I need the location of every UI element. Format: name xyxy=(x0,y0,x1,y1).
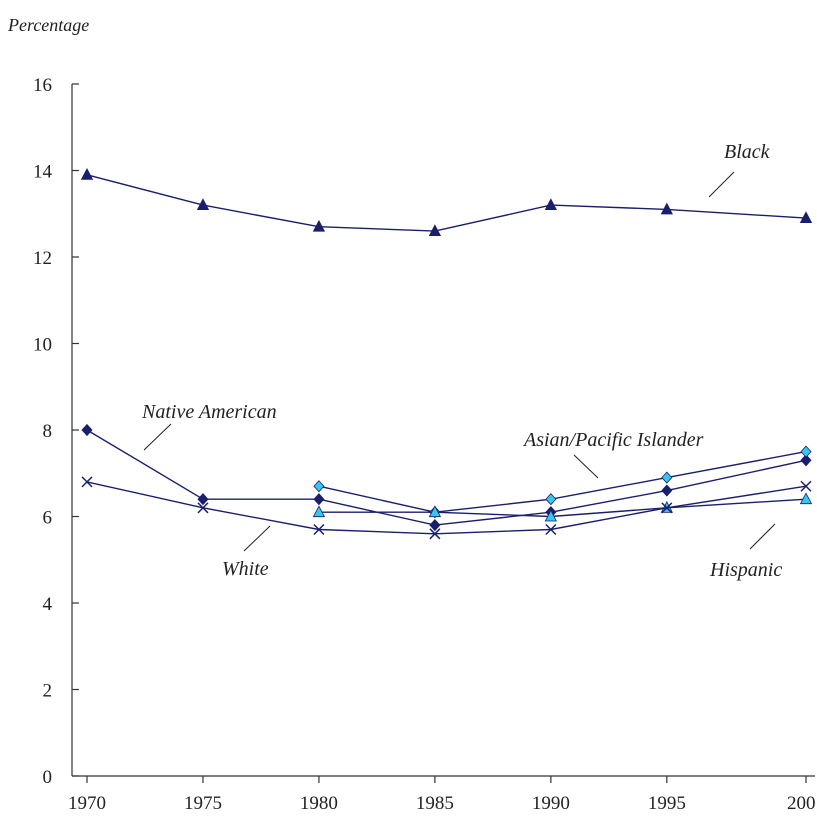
y-tick-label: 4 xyxy=(43,594,53,615)
data-point-native-american xyxy=(429,519,441,532)
data-point-native-american xyxy=(800,454,812,467)
x-tick-label: 1990 xyxy=(532,793,570,814)
data-point-hispanic xyxy=(428,505,442,518)
native-label-leader xyxy=(143,423,172,451)
x-tick-label: 1980 xyxy=(300,793,338,814)
x-tick-label: 2001 xyxy=(787,793,817,814)
series-label-black: Black xyxy=(724,141,771,163)
series-label-native-american: Native American xyxy=(141,401,277,423)
data-point-black xyxy=(799,211,813,223)
data-point-hispanic xyxy=(544,509,558,522)
y-tick-label: 10 xyxy=(33,335,52,356)
x-tick-label: 1995 xyxy=(648,793,686,814)
y-tick-label: 16 xyxy=(33,75,52,96)
black-label-leader xyxy=(708,171,735,198)
y-tick-label: 0 xyxy=(43,767,53,788)
y-tick-label: 8 xyxy=(43,421,53,442)
data-point-white xyxy=(197,502,209,514)
data-point-asian-pacific-islander xyxy=(313,480,325,493)
data-point-white xyxy=(313,523,325,536)
y-axis-title: Percentage xyxy=(7,15,89,35)
data-point-white xyxy=(81,476,93,488)
data-point-asian-pacific-islander xyxy=(800,445,812,458)
data-point-black xyxy=(544,198,558,211)
data-point-white xyxy=(545,523,557,536)
data-point-hispanic xyxy=(312,505,326,518)
series-line-white xyxy=(86,481,807,535)
data-point-white xyxy=(661,502,673,514)
data-point-black xyxy=(312,219,326,232)
data-point-black xyxy=(428,224,442,236)
data-point-asian-pacific-islander xyxy=(661,471,673,484)
data-point-white xyxy=(429,528,441,540)
data-point-black xyxy=(660,202,673,215)
series-layer xyxy=(80,167,813,540)
hispanic-label-leader xyxy=(749,523,776,550)
y-tick-label: 14 xyxy=(33,162,53,183)
x-ticks: 1970 1975 1980 1985 1990 1995 2001 xyxy=(68,776,817,814)
x-tick-label: 1975 xyxy=(184,793,222,814)
series-line-hispanic xyxy=(318,498,807,518)
x-tick-label: 1970 xyxy=(68,793,106,814)
data-point-native-american xyxy=(81,423,93,437)
data-point-hispanic xyxy=(799,492,813,505)
data-point-asian-pacific-islander xyxy=(545,493,557,506)
series-label-hispanic: Hispanic xyxy=(709,559,782,581)
data-point-white xyxy=(800,480,812,492)
data-point-native-american xyxy=(313,493,325,506)
white-label-leader xyxy=(243,525,271,552)
data-point-black xyxy=(196,198,210,211)
series-line-black xyxy=(86,174,807,232)
x-tick-label: 1985 xyxy=(416,793,454,814)
data-point-native-american xyxy=(197,493,209,506)
series-label-asian-pacific-islander: Asian/Pacific Islander xyxy=(522,429,704,451)
data-point-native-american xyxy=(661,484,673,497)
y-tick-label: 2 xyxy=(43,681,53,702)
y-ticks: 0 2 4 6 8 10 12 14 16 xyxy=(33,75,79,788)
data-point-black xyxy=(80,167,94,180)
series-label-white: White xyxy=(222,558,269,580)
y-tick-label: 6 xyxy=(43,508,53,529)
asian-label-leader xyxy=(573,454,599,479)
y-tick-label: 12 xyxy=(33,248,52,269)
